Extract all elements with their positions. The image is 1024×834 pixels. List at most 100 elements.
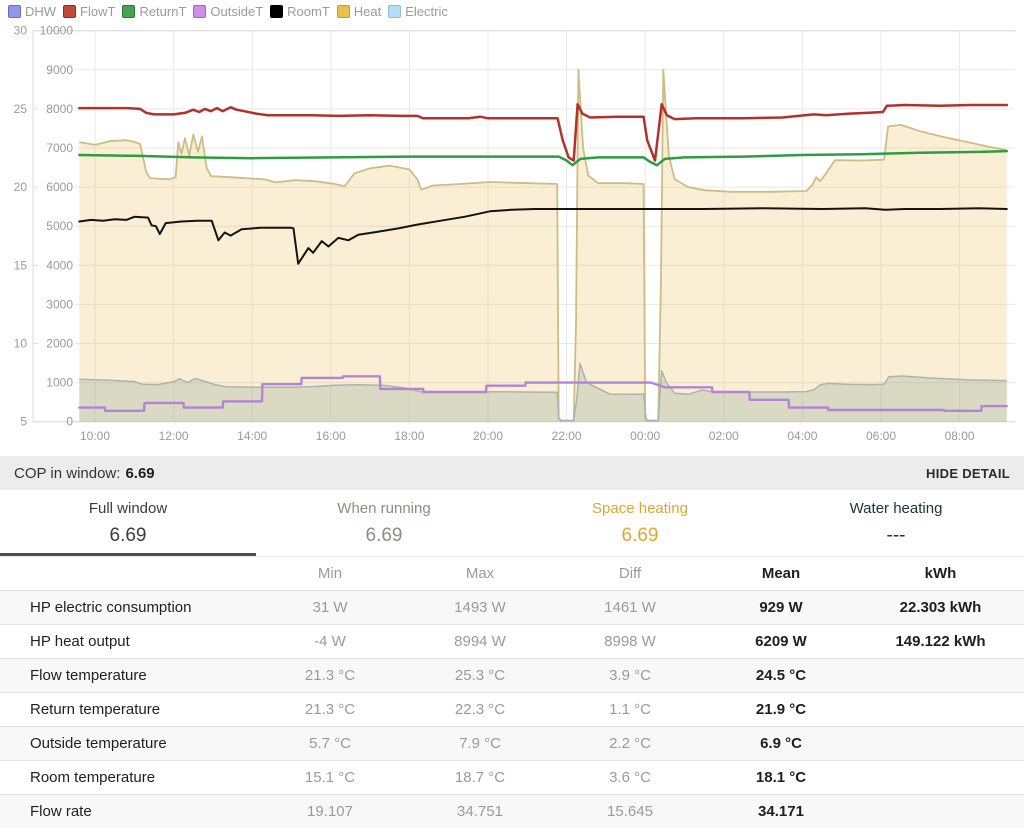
- cop-bar: COP in window: 6.69 HIDE DETAIL: [0, 456, 1024, 490]
- legend-item-flowt[interactable]: FlowT: [63, 4, 115, 19]
- cell-rowlabel: Room temperature: [30, 768, 156, 786]
- stats-table-body: HP electric consumption 31 W 1493 W 1461 W 9…: [0, 590, 1024, 828]
- table-row-outside-temperature: Outside temperature 5.7 °C 7.9 °C 2.2 °C 6.9…: [0, 726, 1024, 760]
- cell-kwh: [857, 658, 1024, 692]
- tab-label: Space heating: [592, 500, 688, 517]
- series-heat-area: [79, 69, 1007, 422]
- dhw-swatch-icon: [8, 5, 21, 18]
- tab-value: 6.69: [365, 525, 403, 546]
- cell-mean: 21.9 °C: [755, 700, 807, 718]
- tab-full-window[interactable]: Full window 6.69: [0, 490, 256, 556]
- hide-detail-button[interactable]: HIDE DETAIL: [926, 465, 1010, 481]
- chart-plot-area[interactable]: 3025201510510000900080007000600050004000…: [0, 0, 1024, 452]
- cop-summary: COP in window: 6.69: [14, 465, 155, 482]
- temp-tick-label: 10: [14, 337, 28, 351]
- legend-item-electric[interactable]: Electric: [388, 4, 448, 19]
- cell-min: 21.3 °C: [304, 700, 356, 718]
- cell-min: 21.3 °C: [304, 666, 356, 684]
- table-row-return-temperature: Return temperature 21.3 °C 22.3 °C 1.1 °C 21…: [0, 692, 1024, 726]
- tab-value: 6.69: [621, 525, 659, 546]
- time-tick-label: 16:00: [316, 429, 346, 443]
- power-tick-label: 1000: [46, 376, 73, 390]
- cell-max: 22.3 °C: [454, 700, 506, 718]
- tab-space-heating[interactable]: Space heating 6.69: [512, 490, 768, 556]
- time-tick-label: 00:00: [630, 429, 660, 443]
- legend-item-heat[interactable]: Heat: [336, 4, 381, 19]
- stats-header-row: Min Max Diff Mean kWh: [0, 557, 1024, 590]
- legend-item-outsidet[interactable]: OutsideT: [193, 4, 263, 19]
- legend-item-dhw[interactable]: DHW: [8, 4, 56, 19]
- cell-min: 31 W: [312, 598, 348, 616]
- time-tick-label: 18:00: [394, 429, 424, 443]
- legend-item-returnt[interactable]: ReturnT: [122, 4, 186, 19]
- chart-legend: DHW FlowT ReturnT OutsideT RoomT Heat Electric: [8, 4, 455, 19]
- series-outsidet-line: [78, 375, 1008, 412]
- cell-min: 15.1 °C: [304, 768, 356, 786]
- cell-diff: 1461 W: [604, 598, 656, 616]
- cell-max: 18.7 °C: [454, 768, 506, 786]
- legend-label: Electric: [405, 4, 448, 19]
- tab-value: 6.69: [109, 525, 147, 546]
- time-tick-label: 20:00: [473, 429, 503, 443]
- legend-item-roomt[interactable]: RoomT: [270, 4, 330, 19]
- cell-mean: 6.9 °C: [760, 734, 802, 752]
- time-tick-label: 06:00: [866, 429, 896, 443]
- cell-diff: 15.645: [607, 802, 653, 820]
- cell-max: 7.9 °C: [459, 734, 501, 752]
- cell-diff: 2.2 °C: [609, 734, 651, 752]
- time-tick-label: 04:00: [787, 429, 817, 443]
- power-tick-label: 2000: [46, 337, 73, 351]
- cop-tabs: Full window 6.69 When running 6.69 Space hea…: [0, 490, 1024, 557]
- tab-label: When running: [337, 500, 431, 517]
- cell-kwh: [857, 726, 1024, 760]
- cell-kwh: [857, 692, 1024, 726]
- tab-water-heating[interactable]: Water heating ---: [768, 490, 1024, 556]
- power-tick-label: 6000: [46, 180, 73, 194]
- tab-value: ---: [886, 525, 906, 546]
- cell-diff: 1.1 °C: [609, 700, 651, 718]
- chart-panel: DHW FlowT ReturnT OutsideT RoomT Heat Electric…: [0, 0, 1024, 452]
- time-tick-label: 10:00: [80, 429, 110, 443]
- power-tick-label: 7000: [46, 141, 73, 155]
- cell-rowlabel: Flow rate: [30, 802, 92, 820]
- tab-when-running[interactable]: When running 6.69: [256, 490, 512, 556]
- power-tick-label: 3000: [46, 297, 73, 311]
- cell-kwh: [857, 760, 1024, 794]
- table-row-room-temperature: Room temperature 15.1 °C 18.7 °C 3.6 °C 18.1…: [0, 760, 1024, 794]
- col-header-min: Min: [317, 564, 343, 582]
- power-tick-label: 4000: [46, 258, 73, 272]
- stats-table: Min Max Diff Mean kWh HP electric consumptio…: [0, 557, 1024, 828]
- power-tick-label: 10000: [40, 24, 74, 38]
- series-electric-border: [79, 362, 1007, 422]
- cell-diff: 8998 W: [604, 632, 656, 650]
- time-tick-label: 08:00: [945, 429, 975, 443]
- cop-value: 6.69: [125, 464, 155, 482]
- series-heat-border: [79, 68, 1007, 422]
- temp-tick-label: 30: [14, 24, 28, 38]
- legend-label: RoomT: [287, 4, 330, 19]
- cell-diff: 3.9 °C: [609, 666, 651, 684]
- cell-max: 1493 W: [454, 598, 506, 616]
- cell-mean: 929 W: [759, 598, 803, 616]
- table-row-hp-heat-output: HP heat output -4 W 8994 W 8998 W 6209 W 149.…: [0, 624, 1024, 658]
- series-flowt-line: [78, 102, 1009, 162]
- power-tick-label: 8000: [46, 102, 73, 116]
- cell-rowlabel: Outside temperature: [30, 734, 167, 752]
- roomt-swatch-icon: [270, 5, 284, 18]
- cell-max: 25.3 °C: [454, 666, 506, 684]
- col-header-max: Max: [465, 564, 495, 582]
- cell-rowlabel: HP electric consumption: [30, 598, 192, 616]
- tab-label: Water heating: [849, 500, 943, 517]
- time-tick-label: 02:00: [709, 429, 739, 443]
- cell-rowlabel: Return temperature: [30, 700, 161, 718]
- series-returnt-line: [78, 149, 1009, 167]
- tab-label: Full window: [88, 500, 168, 517]
- power-tick-label: 5000: [46, 219, 73, 233]
- cell-min: 19.107: [307, 802, 353, 820]
- temp-tick-label: 15: [14, 258, 28, 272]
- cell-mean: 6209 W: [755, 632, 807, 650]
- cell-kwh: 149.122 kWh: [895, 632, 986, 650]
- cell-min: 5.7 °C: [309, 734, 351, 752]
- time-tick-label: 14:00: [237, 429, 267, 443]
- outsidet-swatch-icon: [193, 5, 207, 18]
